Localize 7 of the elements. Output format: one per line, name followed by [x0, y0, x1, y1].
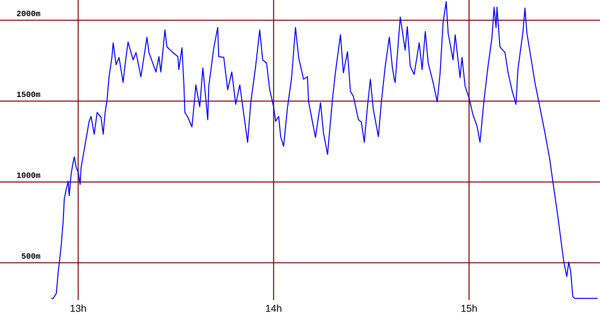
y-tick-label: 1500m [17, 92, 40, 98]
x-tick-label: 15h [461, 304, 477, 312]
y-tick-label: 2000m [16, 10, 40, 16]
y-tick-label: 500m [22, 253, 40, 259]
y-tick-label: 1000m [17, 172, 40, 178]
x-tick-label: 13h [70, 304, 86, 312]
x-tick-label: 14h [266, 304, 282, 312]
